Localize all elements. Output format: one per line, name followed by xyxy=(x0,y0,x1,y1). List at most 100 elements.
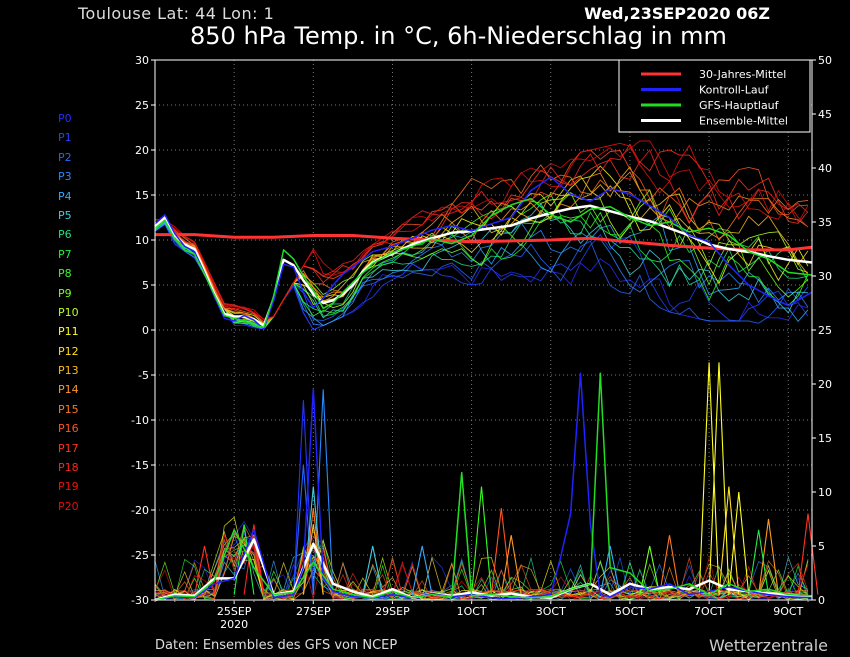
x-tick-label: 9OCT xyxy=(773,605,803,618)
y-tick-label-left: -5 xyxy=(138,369,149,382)
member-label: P10 xyxy=(58,305,79,319)
y-tick-label-right: 40 xyxy=(818,162,832,175)
x-tick-label: 25SEP xyxy=(217,605,252,618)
legend: 30-Jahres-Mittel Kontroll-Lauf GFS-Hauptla… xyxy=(618,59,811,133)
member-label: P14 xyxy=(58,383,79,397)
member-temp-line xyxy=(154,192,809,326)
precipitation-plot xyxy=(154,362,819,602)
precip-peak xyxy=(451,472,473,595)
y-tick-label-left: 10 xyxy=(135,234,149,247)
y-tick-label-left: 15 xyxy=(135,189,149,202)
brand-label: Wetterzentrale xyxy=(708,636,828,655)
axes: 302520151050-5-10-15-20-25-3050454035302… xyxy=(131,54,832,631)
member-label: P4 xyxy=(58,189,72,203)
precip-series-line xyxy=(154,372,813,601)
temp-series-line xyxy=(154,197,813,329)
x-tick-sublabel: 2020 xyxy=(220,618,248,631)
precip-peak xyxy=(292,400,314,595)
member-temp-line xyxy=(155,142,809,320)
y-tick-label-left: -20 xyxy=(131,504,149,517)
member-label: P3 xyxy=(58,170,72,184)
x-tick-label: 7OCT xyxy=(694,605,724,618)
precip-peak xyxy=(718,486,740,595)
y-tick-label-left: -10 xyxy=(131,414,149,427)
member-label: P20 xyxy=(58,499,79,513)
data-source: Daten: Ensembles des GFS von NCEP xyxy=(155,638,398,653)
run-date: Wed,23SEP2020 06Z xyxy=(584,4,770,23)
y-tick-label-right: 45 xyxy=(818,108,832,121)
x-tick-label: 29SEP xyxy=(375,605,410,618)
x-tick-label: 3OCT xyxy=(536,605,566,618)
location-label: Toulouse Lat: 44 Lon: 1 xyxy=(78,4,275,23)
member-label: P16 xyxy=(58,422,79,436)
chart-title: 850 hPa Temp. in °C, 6h-Niederschlag in … xyxy=(190,22,727,50)
precip-series-line xyxy=(154,372,813,601)
ensemble-envelope xyxy=(154,140,809,331)
member-label: P8 xyxy=(58,267,72,281)
temp-series-line xyxy=(155,233,813,252)
member-label: P5 xyxy=(58,208,72,222)
member-label: P1 xyxy=(58,131,72,145)
y-tick-label-right: 5 xyxy=(818,540,825,553)
member-label: P12 xyxy=(58,344,79,358)
grid xyxy=(155,60,812,600)
y-tick-label-left: -25 xyxy=(131,549,149,562)
y-tick-label-right: 25 xyxy=(818,324,832,337)
y-tick-label-left: 25 xyxy=(135,99,149,112)
member-label: P13 xyxy=(58,364,79,378)
y-tick-label-right: 30 xyxy=(818,270,832,283)
precip-peak xyxy=(708,362,730,595)
precip-series-line xyxy=(154,538,813,602)
y-tick-label-left: 20 xyxy=(135,144,149,157)
y-tick-label-left: 0 xyxy=(142,324,149,337)
member-precip-line xyxy=(154,534,808,601)
y-tick-label-right: 10 xyxy=(818,486,832,499)
precip-peak xyxy=(490,508,512,595)
precip-peak xyxy=(728,491,750,595)
precip-peak xyxy=(599,545,621,595)
y-tick-label-right: 15 xyxy=(818,432,832,445)
y-tick-label-right: 35 xyxy=(818,216,832,229)
member-label: P6 xyxy=(58,228,72,242)
x-tick-label: 1OCT xyxy=(457,605,487,618)
legend-label: Kontroll-Lauf xyxy=(699,84,770,97)
precip-peak xyxy=(500,535,522,595)
member-label: P7 xyxy=(58,247,72,261)
precip-peak xyxy=(194,545,215,595)
member-label: P18 xyxy=(58,461,79,475)
member-label: P17 xyxy=(58,441,79,455)
y-tick-label-left: -30 xyxy=(131,594,149,607)
y-tick-label-right: 50 xyxy=(818,54,832,67)
y-tick-label-left: -15 xyxy=(131,459,149,472)
temperature-plot xyxy=(154,176,813,330)
x-tick-label: 5OCT xyxy=(615,605,645,618)
member-temp-line xyxy=(154,143,809,320)
member-label: P11 xyxy=(58,325,79,339)
precip-peak xyxy=(243,524,265,595)
member-label: P0 xyxy=(58,112,72,125)
legend-label: GFS-Hauptlauf xyxy=(699,99,780,112)
precip-peak xyxy=(758,518,779,595)
precip-peak xyxy=(659,535,680,595)
member-temp-line xyxy=(154,149,809,323)
precip-peak xyxy=(639,545,661,595)
member-label: P2 xyxy=(58,150,72,164)
member-temp-line xyxy=(155,140,809,320)
legend-label: Ensemble-Mittel xyxy=(699,115,788,128)
member-label: P19 xyxy=(58,480,79,494)
ensemble-member-list: P0 P1 P2 P3 P4 P5 P6 P7 P8 P9 P10 P11 P12 P13 P14 P15 P1… xyxy=(58,109,79,516)
x-tick-label: 27SEP xyxy=(296,605,331,618)
y-tick-label-right: 20 xyxy=(818,378,832,391)
precip-peak xyxy=(362,545,384,595)
y-tick-label-left: 5 xyxy=(142,279,149,292)
precip-peak xyxy=(411,545,433,595)
precip-peak xyxy=(748,529,770,595)
precip-peak xyxy=(302,508,324,595)
member-label: P9 xyxy=(58,286,72,300)
temp-series-line xyxy=(154,176,813,330)
precip-peak xyxy=(471,486,492,595)
legend-label: 30-Jahres-Mittel xyxy=(699,68,786,81)
y-tick-label-right: 0 xyxy=(818,594,825,607)
y-tick-label-left: 30 xyxy=(135,54,149,67)
